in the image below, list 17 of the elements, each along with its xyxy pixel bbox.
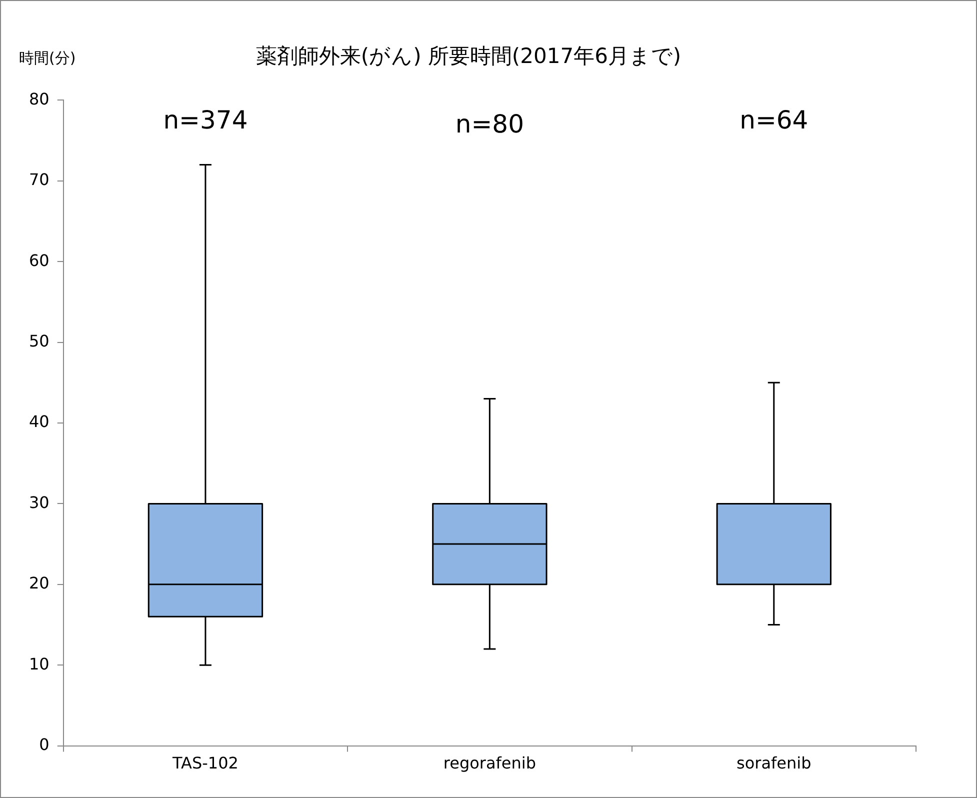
annotation: n=374 bbox=[163, 106, 248, 135]
y-tick-label: 30 bbox=[29, 492, 50, 512]
x-tick-label: sorafenib bbox=[736, 754, 812, 773]
annotation: n=80 bbox=[455, 110, 524, 139]
y-tick-label: 70 bbox=[29, 170, 50, 190]
y-tick-label: 10 bbox=[29, 654, 50, 674]
y-tick-label: 80 bbox=[29, 89, 50, 108]
y-tick-label: 60 bbox=[29, 250, 50, 270]
x-tick-label: regorafenib bbox=[443, 754, 536, 773]
x-tick-label: TAS-102 bbox=[171, 754, 238, 773]
y-tick-label: 20 bbox=[29, 574, 50, 593]
chart-title: 薬剤師外来(がん) 所要時間(2017年6月まで) bbox=[256, 44, 682, 68]
annotation: n=64 bbox=[740, 106, 808, 135]
y-tick-label: 50 bbox=[29, 331, 50, 350]
y-tick-label: 40 bbox=[29, 412, 50, 432]
y-tick-label: 0 bbox=[39, 734, 50, 754]
y-axis-title: 時間(分) bbox=[19, 49, 76, 68]
